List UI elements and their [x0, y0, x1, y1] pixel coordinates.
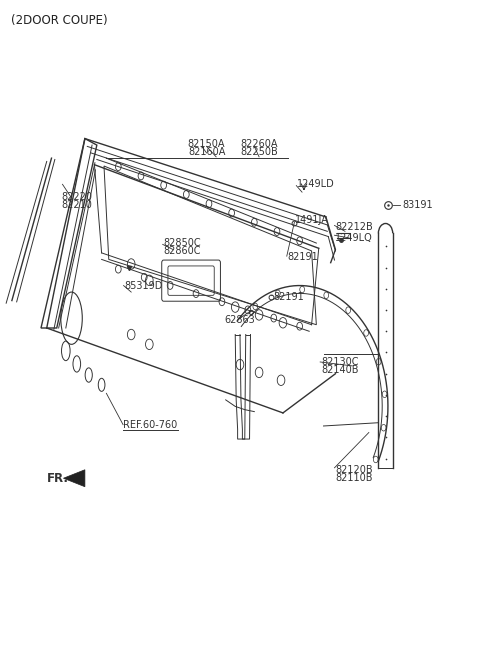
Text: 1249LD: 1249LD — [297, 179, 335, 190]
Text: 1491JA: 1491JA — [295, 215, 329, 225]
Text: 82160A: 82160A — [188, 147, 225, 157]
Text: 82860C: 82860C — [164, 246, 201, 256]
Text: FR.: FR. — [47, 472, 69, 485]
Text: 82130C: 82130C — [321, 357, 359, 367]
Text: 82220: 82220 — [61, 192, 92, 202]
Text: 82140B: 82140B — [321, 365, 359, 375]
Text: 62863: 62863 — [225, 315, 255, 325]
Text: 82250B: 82250B — [240, 147, 278, 157]
Text: 1249LQ: 1249LQ — [336, 233, 373, 243]
Text: 82110B: 82110B — [336, 473, 373, 483]
Text: (2DOOR COUPE): (2DOOR COUPE) — [11, 14, 108, 28]
Text: 82210: 82210 — [61, 200, 92, 210]
Text: 85319D: 85319D — [124, 281, 163, 291]
Text: 82120B: 82120B — [336, 465, 373, 476]
Text: 82191: 82191 — [274, 292, 304, 302]
Text: 82150A: 82150A — [188, 139, 225, 149]
Text: 83191: 83191 — [402, 200, 433, 210]
Text: 82191: 82191 — [288, 253, 318, 262]
Text: 82260A: 82260A — [240, 139, 278, 149]
Text: 82212B: 82212B — [336, 222, 373, 232]
Text: REF.60-760: REF.60-760 — [123, 420, 177, 430]
Polygon shape — [63, 470, 85, 487]
Text: 82850C: 82850C — [164, 238, 201, 248]
